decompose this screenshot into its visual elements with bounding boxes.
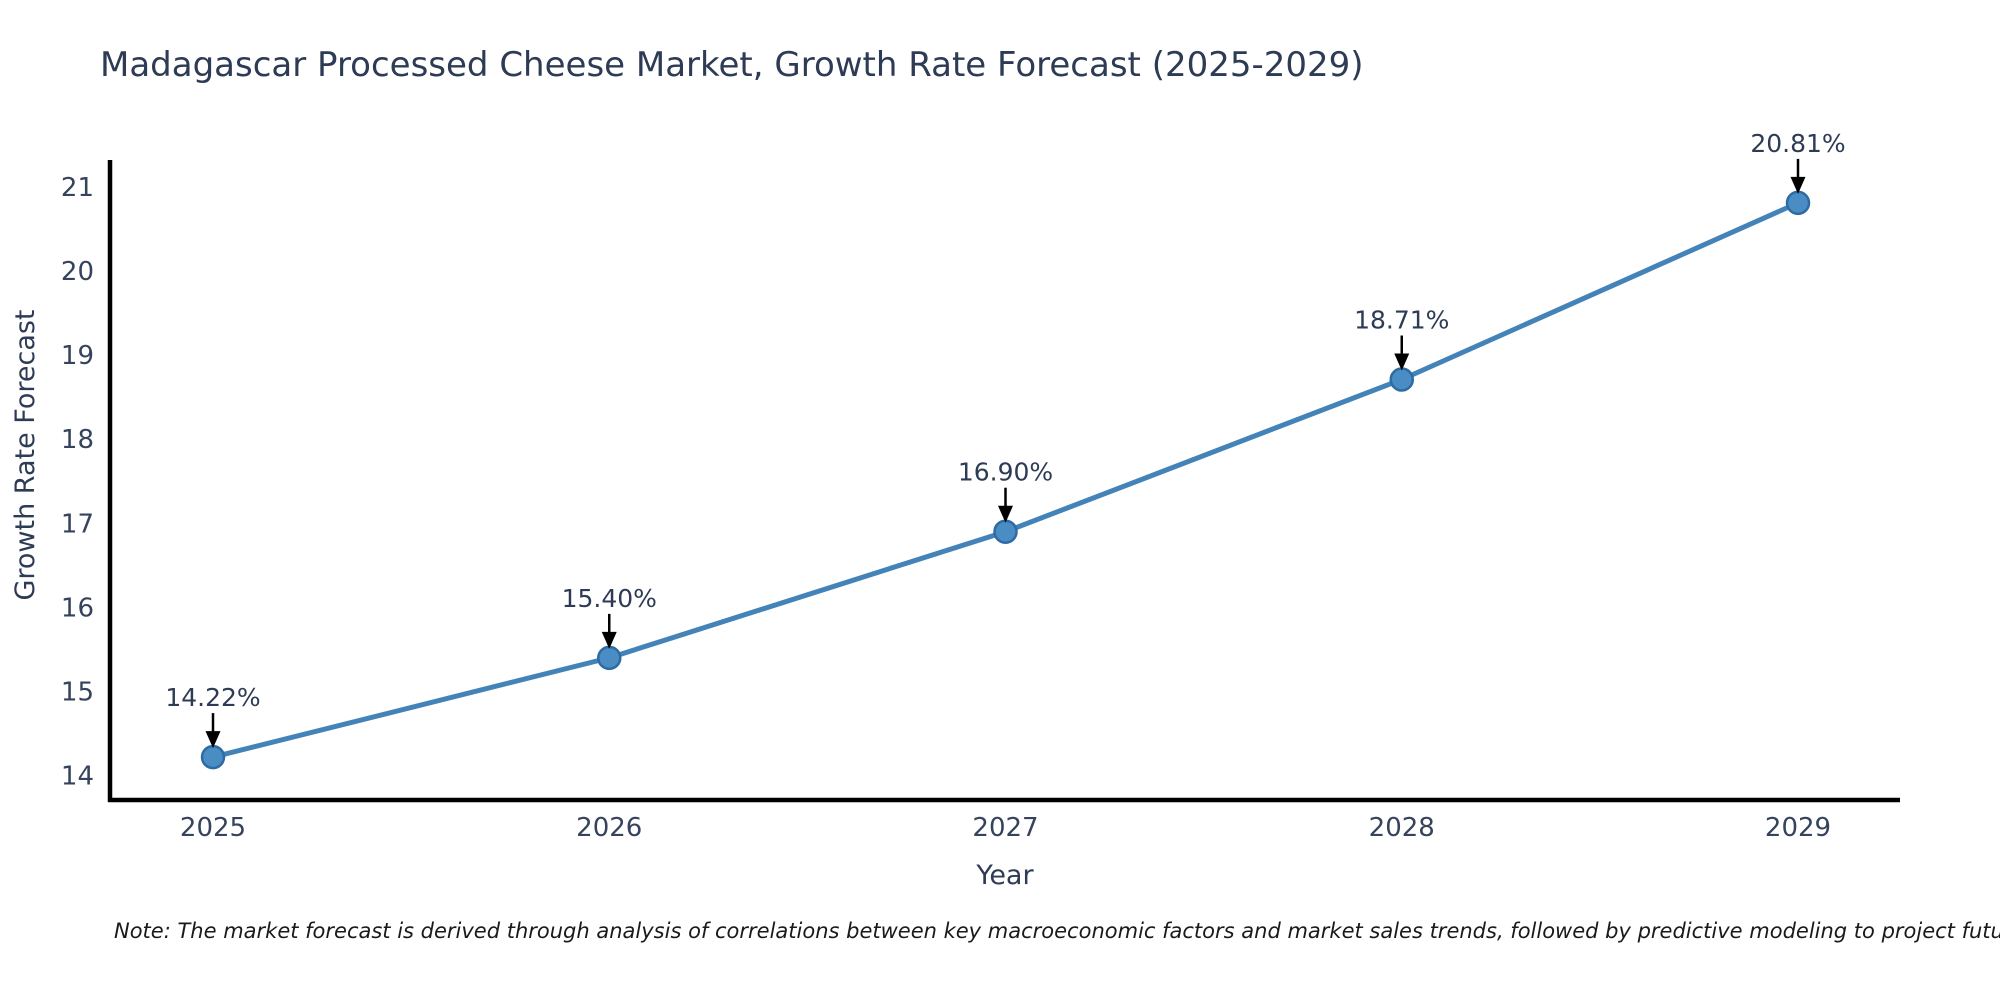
annotation-arrow-head [205, 731, 221, 749]
axis-spines [107, 160, 1900, 803]
y-tick-label: 20 [61, 257, 94, 287]
y-tick-label: 21 [61, 173, 94, 203]
data-point-label: 14.22% [165, 683, 260, 712]
y-tick-label: 17 [61, 509, 94, 539]
x-tick-label: 2027 [972, 813, 1038, 843]
x-tick-label: 2028 [1369, 813, 1435, 843]
data-point-marker [1785, 190, 1811, 216]
data-point-label: 18.71% [1354, 306, 1449, 335]
y-tick-label: 16 [61, 593, 94, 623]
point-annotations: 14.22% 15.40% 16.90% 18.71% 20.81% [165, 129, 1846, 749]
data-point-marker [993, 519, 1018, 544]
data-point-marker [597, 645, 622, 671]
annotation-arrow-head [1790, 176, 1806, 194]
x-axis-label: Year [975, 860, 1034, 891]
y-axis-ticks: 14 15 16 17 18 19 20 21 [61, 173, 94, 792]
data-point-label: 16.90% [958, 458, 1053, 487]
data-point-label: 20.81% [1750, 129, 1845, 158]
data-point-marker [200, 744, 226, 770]
annotation-arrow-head [1394, 353, 1410, 371]
annotation-arrow-head [998, 505, 1013, 523]
x-tick-label: 2029 [1765, 813, 1831, 843]
x-tick-label: 2025 [180, 813, 246, 843]
x-tick-label: 2026 [576, 813, 642, 843]
footnote: Note: The market forecast is derived thr… [114, 919, 2000, 943]
chart-title: Madagascar Processed Cheese Market, Grow… [100, 45, 1364, 85]
data-point-label: 15.40% [562, 584, 657, 613]
y-tick-label: 18 [61, 425, 94, 455]
y-axis-label: Growth Rate Forecast [10, 309, 41, 600]
data-point-marker [1389, 367, 1414, 392]
y-tick-label: 15 [61, 678, 94, 708]
y-tick-label: 19 [61, 341, 94, 371]
x-axis-ticks: 2025 2026 2027 2028 2029 [180, 813, 1831, 843]
annotation-arrow-head [601, 631, 617, 649]
y-tick-label: 14 [61, 762, 94, 792]
